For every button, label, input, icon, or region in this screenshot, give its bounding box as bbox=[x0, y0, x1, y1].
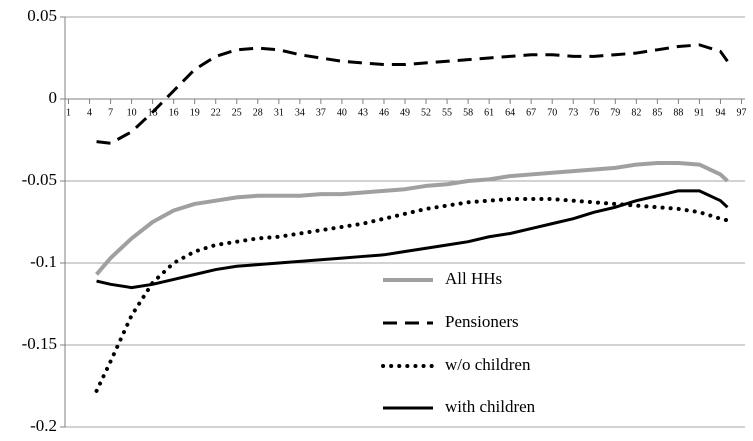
legend-label: Pensioners bbox=[445, 312, 519, 331]
x-tick-label: 79 bbox=[610, 107, 620, 118]
x-tick-label: 73 bbox=[568, 107, 578, 118]
x-tick-label: 97 bbox=[736, 107, 746, 118]
y-tick-label: -0.2 bbox=[30, 416, 57, 435]
x-tick-label: 22 bbox=[211, 107, 221, 118]
x-tick-label: 19 bbox=[190, 107, 200, 118]
x-tick-label: 61 bbox=[484, 107, 494, 118]
x-tick-label: 85 bbox=[652, 107, 662, 118]
x-tick-label: 64 bbox=[505, 107, 515, 118]
y-tick-label: -0.05 bbox=[22, 170, 57, 189]
x-tick-label: 55 bbox=[442, 107, 452, 118]
x-tick-label: 52 bbox=[421, 107, 431, 118]
series-line bbox=[96, 189, 729, 290]
y-tick-label: -0.1 bbox=[30, 252, 57, 271]
x-tick-label: 58 bbox=[463, 107, 473, 118]
y-tick-label: 0.05 bbox=[27, 6, 57, 25]
x-tick-label: 91 bbox=[694, 107, 704, 118]
series-line bbox=[95, 160, 729, 276]
legend-label: with children bbox=[445, 397, 536, 416]
x-tick-label: 49 bbox=[400, 107, 410, 118]
x-tick-label: 94 bbox=[715, 107, 725, 118]
x-tick-label: 7 bbox=[108, 107, 113, 118]
x-tick-label: 46 bbox=[379, 107, 389, 118]
x-tick-label: 43 bbox=[358, 107, 368, 118]
x-tick-label: 88 bbox=[673, 107, 683, 118]
x-tick-label: 1 bbox=[66, 107, 71, 118]
x-tick-label: 28 bbox=[253, 107, 263, 118]
x-tick-label: 34 bbox=[295, 107, 305, 118]
y-tick-label: 0 bbox=[49, 88, 58, 107]
x-tick-label: 10 bbox=[127, 107, 137, 118]
legend-label: All HHs bbox=[445, 269, 502, 288]
x-tick-label: 25 bbox=[232, 107, 242, 118]
x-tick-label: 31 bbox=[274, 107, 284, 118]
legend-label: w/o children bbox=[445, 355, 531, 374]
x-tick-label: 4 bbox=[87, 107, 92, 118]
series-line bbox=[94, 197, 730, 393]
x-tick-label: 76 bbox=[589, 107, 599, 118]
x-tick-label: 40 bbox=[337, 107, 347, 118]
x-tick-label: 82 bbox=[631, 107, 641, 118]
x-tick-label: 37 bbox=[316, 107, 326, 118]
x-tick-label: 16 bbox=[169, 107, 179, 118]
series-line bbox=[96, 43, 729, 145]
x-tick-label: 70 bbox=[547, 107, 557, 118]
x-tick-label: 67 bbox=[526, 107, 536, 118]
y-tick-label: -0.15 bbox=[22, 334, 57, 353]
